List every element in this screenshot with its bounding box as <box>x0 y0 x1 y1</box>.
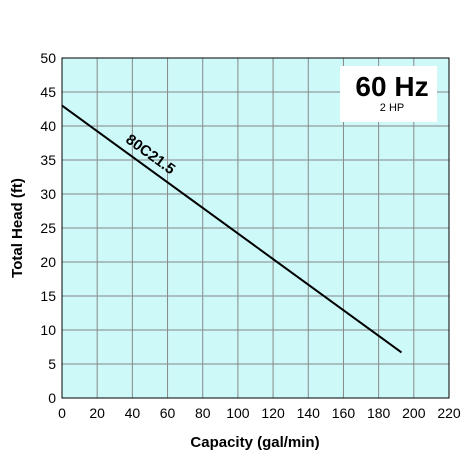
chart-title: 60 Hz <box>355 71 428 102</box>
y-tick-label: 20 <box>40 254 56 270</box>
x-tick-label: 80 <box>195 405 211 421</box>
x-tick-label: 60 <box>160 405 176 421</box>
chart-subtitle: 2 HP <box>380 102 404 114</box>
series-line-80C21.5 <box>61 104 403 354</box>
plot-frame <box>61 57 450 399</box>
y-axis-ticks: 0 5 10 15 20 25 30 35 40 45 50 <box>40 50 56 406</box>
x-tick-label: 100 <box>226 405 250 421</box>
y-tick-label: 5 <box>48 356 56 372</box>
x-axis-ticks: 0 20 40 60 80 100 120 140 160 180 200 220 <box>58 405 461 421</box>
x-tick-label: 220 <box>437 405 461 421</box>
title-box <box>340 66 437 122</box>
y-tick-label: 40 <box>40 118 56 134</box>
y-tick-label: 25 <box>40 220 56 236</box>
x-tick-label: 160 <box>332 405 356 421</box>
y-tick-label: 30 <box>40 186 56 202</box>
y-tick-label: 35 <box>40 152 56 168</box>
y-tick-label: 0 <box>48 390 56 406</box>
y-tick-label: 50 <box>40 50 56 66</box>
x-tick-label: 200 <box>402 405 426 421</box>
y-tick-label: 45 <box>40 84 56 100</box>
x-tick-label: 20 <box>89 405 105 421</box>
x-axis-label: Capacity (gal/min) <box>190 434 319 451</box>
x-tick-label: 140 <box>297 405 321 421</box>
y-axis-label: Total Head (ft) <box>9 178 26 278</box>
x-tick-label: 40 <box>125 405 141 421</box>
y-tick-label: 10 <box>40 322 56 338</box>
x-tick-label: 0 <box>58 405 66 421</box>
y-tick-label: 15 <box>40 288 56 304</box>
x-tick-label: 120 <box>261 405 285 421</box>
x-tick-label: 180 <box>367 405 391 421</box>
